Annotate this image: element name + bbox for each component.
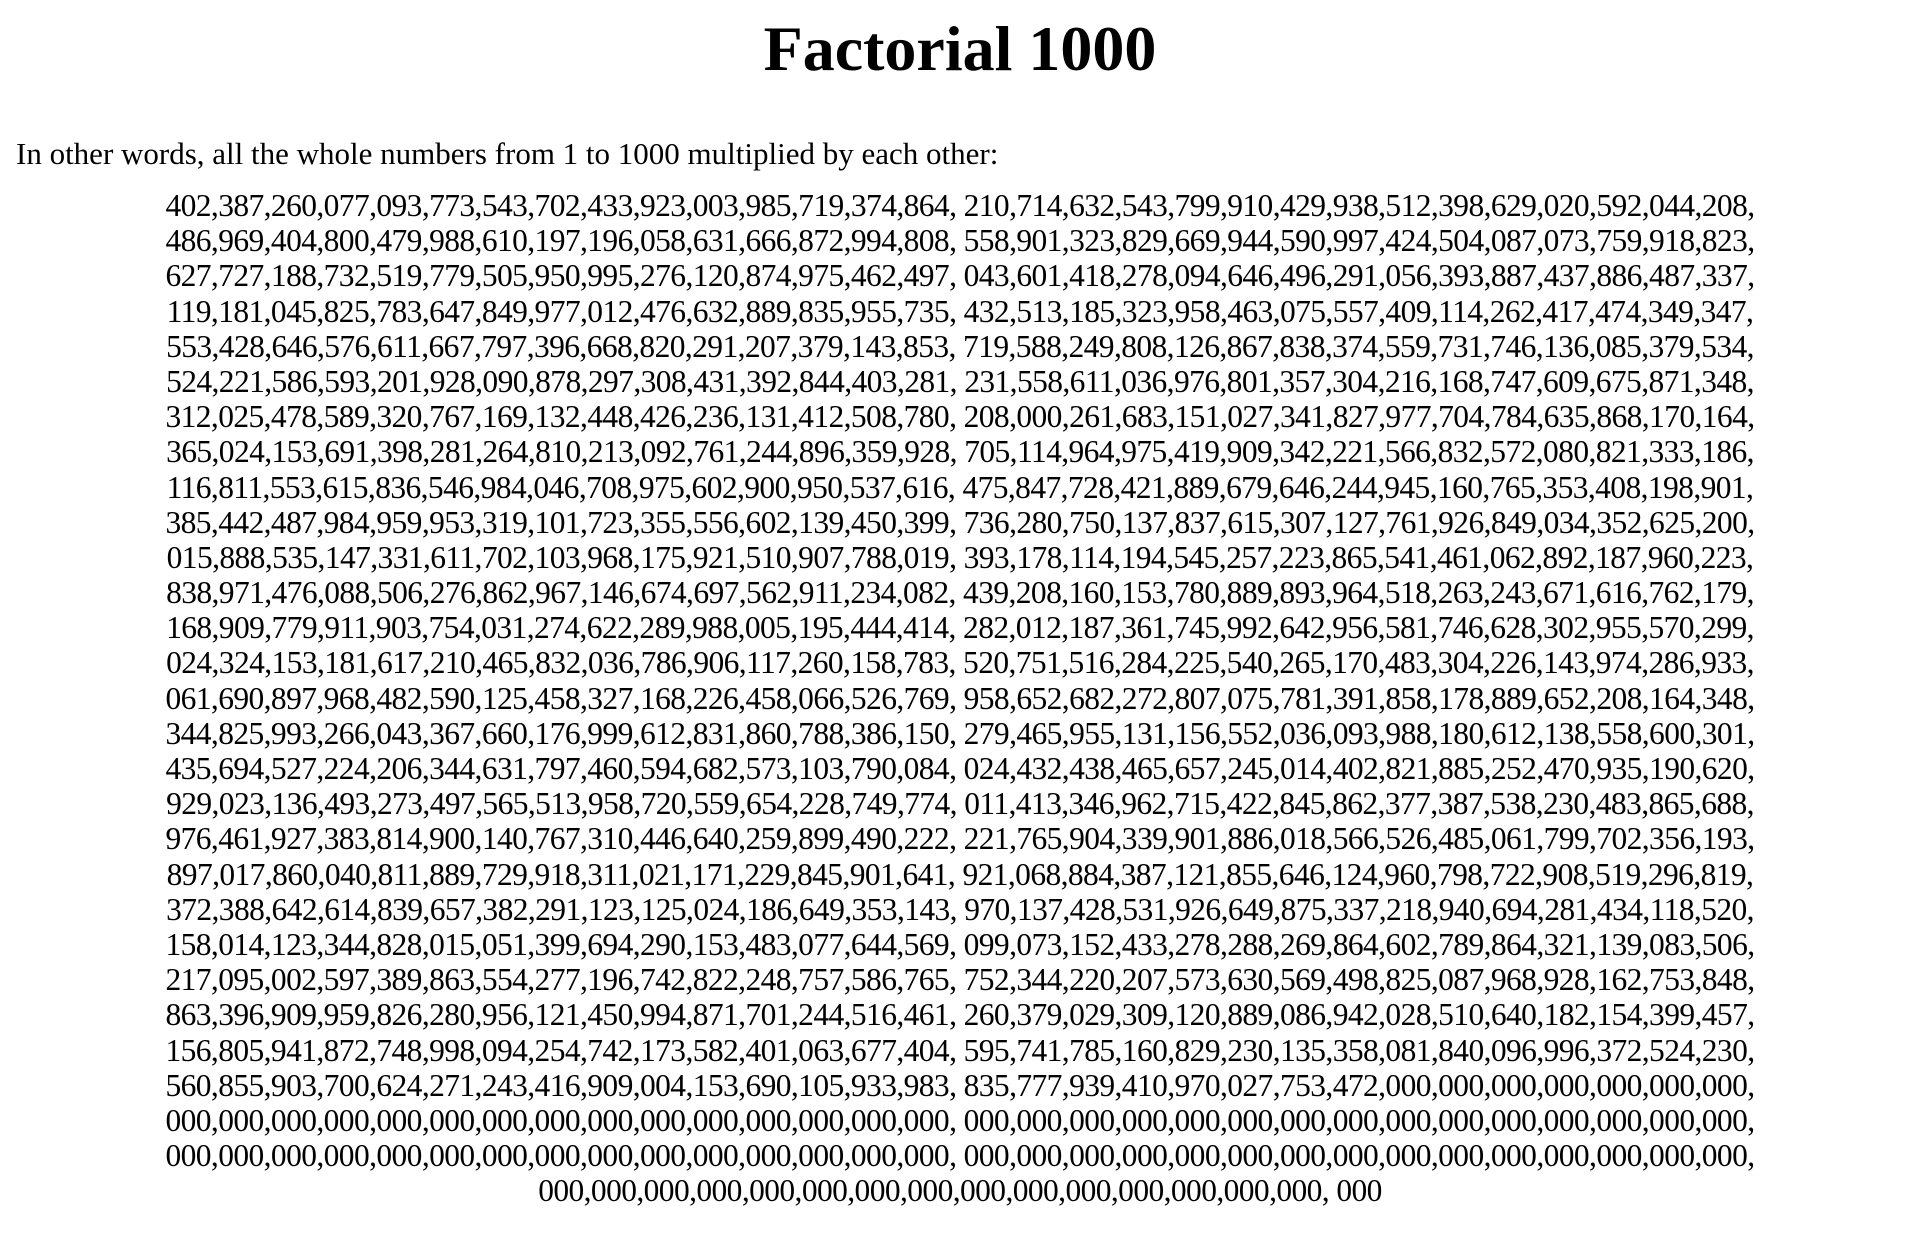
digits-line: 976,461,927,383,814,900,140,767,310,446,… [165,821,1755,857]
digits-line: 116,811,553,615,836,546,984,046,708,975,… [166,469,1754,505]
digits-line: 402,387,260,077,093,773,543,702,433,923,… [165,188,1755,223]
digits-line: 000,000,000,000,000,000,000,000,000,000,… [165,1102,1755,1138]
digits-line: 024,324,153,181,617,210,465,832,036,786,… [166,645,1754,681]
digits-line: 061,690,897,968,482,590,125,458,327,168,… [165,680,1755,716]
digits-line: 385,442,487,984,959,953,319,101,723,355,… [165,504,1755,540]
digits-line: 000,000,000,000,000,000,000,000,000,000,… [165,1138,1755,1174]
digits-line: 365,024,153,691,398,281,264,810,213,092,… [166,434,1754,470]
digits-line: 897,017,860,040,811,889,729,918,311,021,… [166,856,1754,892]
digits-line: 312,025,478,589,320,767,169,132,448,426,… [165,399,1755,435]
digits-line: 372,388,642,614,839,657,382,291,123,125,… [166,891,1754,927]
digits-line: 119,181,045,825,783,647,849,977,012,476,… [166,293,1754,329]
digits-line: 486,969,404,800,479,988,610,197,196,058,… [165,223,1755,259]
digits-line: 553,428,646,576,611,667,797,396,668,820,… [166,328,1754,364]
digits-line: 863,396,909,959,826,280,956,121,450,994,… [165,997,1755,1033]
digits-line: 000,000,000,000,000,000,000,000,000,000,… [538,1173,1382,1209]
digits-line: 524,221,586,593,201,928,090,878,297,308,… [166,363,1754,399]
digits-line: 627,727,188,732,519,779,505,950,995,276,… [165,258,1755,294]
digits-line: 838,971,476,088,506,276,862,967,146,674,… [166,575,1754,611]
digits-line: 158,014,123,344,828,015,051,399,694,290,… [165,926,1755,962]
digits-line: 156,805,941,872,748,998,094,254,742,173,… [165,1032,1755,1068]
page-title: Factorial 1000 [763,13,1157,84]
factorial-digits: 402,387,260,077,093,773,543,702,433,923,… [0,188,1920,1208]
digits-line: 435,694,527,224,206,344,631,797,460,594,… [165,751,1755,786]
digits-line: 217,095,002,597,389,863,554,277,196,742,… [165,962,1755,998]
intro-text: In other words, all the whole numbers fr… [16,136,999,171]
digits-line: 929,023,136,493,273,497,565,513,958,720,… [166,786,1754,822]
digits-line: 168,909,779,911,903,754,031,274,622,289,… [166,610,1754,646]
digits-line: 344,825,993,266,043,367,660,176,999,612,… [165,715,1755,751]
digits-line: 015,888,535,147,331,611,702,103,968,175,… [166,539,1754,575]
digits-line: 560,855,903,700,624,271,243,416,909,004,… [165,1067,1755,1103]
